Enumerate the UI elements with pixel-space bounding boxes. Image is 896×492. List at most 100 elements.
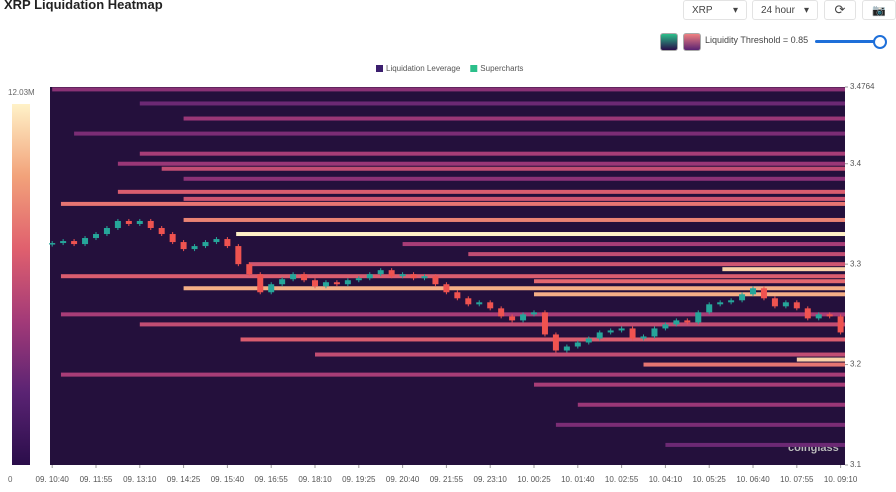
x-tick-label: 10. 07:55 [780,475,814,484]
liquidity-band [534,292,845,297]
liquidity-band [722,267,845,272]
candle [355,278,362,281]
candle [158,227,165,235]
scheme-red[interactable] [683,33,701,51]
candle [618,328,625,331]
legend-swatch [470,65,478,72]
slider-thumb[interactable] [873,35,887,49]
liquidity-band [139,151,845,156]
candle [552,334,559,351]
x-tick-label: 09. 13:10 [123,475,157,484]
candle [662,324,669,329]
x-tick-label: 09. 14:25 [167,475,201,484]
candle [180,242,187,250]
candle [60,241,67,244]
colorbar-label: 12.03M [8,88,35,97]
title: XRP Liquidation Heatmap [4,0,163,12]
liquidity-band [534,279,845,284]
x-tick-label: 09. 21:55 [430,475,464,484]
x-tick-label: 10. 04:10 [649,475,683,484]
candle [125,220,132,224]
symbol-select[interactable]: XRP ▾ [683,0,747,20]
candle [695,312,702,323]
candle [826,314,833,317]
x-tick-label: 09. 11:55 [80,475,113,484]
candle [487,302,494,309]
liquidity-band [468,252,845,257]
liquidity-band [183,286,846,291]
liquidity-band [183,176,846,181]
camera-button[interactable]: 📷 [862,0,896,20]
liquidity-band [60,201,845,206]
scheme-green[interactable] [660,33,678,51]
candle [279,279,286,285]
x-tick-label: 10. 06:40 [736,475,770,484]
y-tick-label: 3.1 [850,460,862,469]
candle [520,314,527,321]
symbol: XRP [692,4,713,16]
candle [454,292,461,299]
liquidity-band [117,189,845,194]
candle [684,320,691,323]
liquidity-band [643,362,845,367]
liquidity-band [315,352,845,357]
liquidity-band [183,196,846,201]
threshold-label: Liquidity Threshold = 0.85 [705,35,809,45]
candle [421,276,428,279]
liquidity-band [60,312,845,317]
candle [640,336,647,339]
candle [71,241,78,245]
candle [366,274,373,279]
candle [531,312,538,315]
candle [268,284,275,293]
liquidity-band [60,274,845,279]
candle [169,234,176,243]
candle [410,274,417,279]
candle [213,239,220,243]
liquidity-band [183,116,846,121]
candle [465,298,472,305]
refresh-button[interactable]: ⟳ [824,0,856,20]
liquidity-band [249,262,846,267]
liquidity-band [139,101,845,106]
candle [103,227,110,235]
liquidity-band [74,131,845,136]
candle [673,320,680,325]
x-tick-label: 09. 19:25 [342,475,376,484]
candle [837,316,844,333]
candle [815,314,822,319]
candle [301,274,308,281]
colorbar-label: 0 [8,475,13,484]
liquidity-band [139,322,845,327]
candle [793,302,800,309]
candle [322,282,329,287]
liquidity-band [240,337,846,342]
liquidity-band [796,357,845,362]
x-tick-label: 10. 01:40 [561,475,595,484]
x-tick-label: 10. 09:10 [824,475,858,484]
range-select[interactable]: 24 hour ▾ [752,0,818,20]
liquidity-band [555,422,845,427]
liquidity-band [577,402,845,407]
x-tick-label: 10. 00:25 [517,475,551,484]
slider-track[interactable] [815,40,881,43]
range: 24 hour [761,4,795,16]
candle [333,282,340,285]
candle [224,239,231,247]
candle [257,274,264,293]
liquidity-band [117,161,845,166]
candle [717,302,724,305]
candle [290,274,297,280]
candle [498,308,505,317]
legend-label: Liquidation Leverage [386,64,461,73]
colorbar [12,104,30,465]
x-tick-label: 09. 20:40 [386,475,420,484]
candle [82,238,89,245]
legend-swatch [376,65,383,72]
x-tick-label: 09. 10:40 [36,475,70,484]
legend-label: Supercharts [480,64,523,73]
liquidity-band [236,232,845,237]
candle [607,330,614,333]
candle [114,220,121,228]
